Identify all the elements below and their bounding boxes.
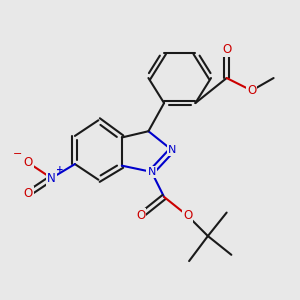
Text: N: N xyxy=(147,167,156,177)
Text: O: O xyxy=(183,209,192,222)
Text: O: O xyxy=(23,156,33,169)
Text: N: N xyxy=(168,145,176,155)
Text: O: O xyxy=(23,187,33,200)
Text: O: O xyxy=(247,84,256,97)
Text: O: O xyxy=(136,209,145,222)
Text: +: + xyxy=(56,165,64,174)
Text: O: O xyxy=(222,44,231,56)
Text: N: N xyxy=(47,172,56,185)
Text: −: − xyxy=(12,149,22,159)
